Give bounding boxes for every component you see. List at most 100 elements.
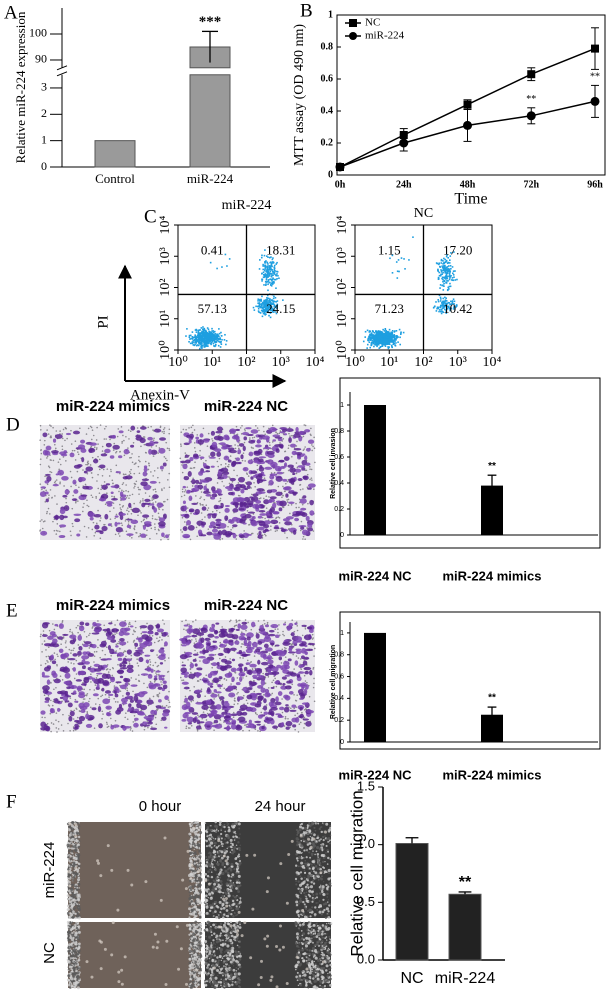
pore — [50, 459, 52, 461]
pore — [129, 622, 131, 624]
cell-texture — [320, 838, 322, 840]
cell — [249, 720, 252, 724]
pore — [235, 448, 237, 450]
pore — [149, 698, 151, 700]
cell-texture — [77, 878, 80, 881]
cell-texture — [325, 917, 327, 919]
cell — [132, 508, 140, 513]
cell-texture — [228, 890, 230, 892]
cell — [282, 429, 287, 432]
pore — [159, 636, 161, 638]
pore — [119, 535, 121, 537]
pore — [39, 483, 41, 485]
cell — [157, 628, 164, 632]
cell — [107, 504, 113, 507]
pore — [150, 664, 152, 666]
cell-texture — [78, 852, 80, 854]
pore — [304, 675, 306, 677]
pore — [110, 518, 112, 520]
cell — [184, 624, 189, 626]
cell — [101, 526, 107, 531]
pore — [299, 484, 301, 486]
pore — [161, 431, 163, 433]
cell — [240, 454, 243, 459]
pore — [150, 681, 152, 683]
cell-texture — [70, 881, 71, 882]
cell — [240, 633, 245, 636]
pore — [195, 640, 197, 642]
cell — [259, 467, 265, 472]
cell — [305, 649, 313, 652]
pore — [40, 464, 42, 466]
cell — [249, 724, 255, 729]
pore — [123, 491, 125, 493]
pore — [276, 530, 278, 532]
cell — [255, 444, 262, 447]
pore — [71, 443, 73, 445]
cell-texture — [295, 880, 297, 882]
pore — [57, 530, 59, 532]
cell — [184, 505, 187, 511]
cell — [127, 649, 132, 654]
cell — [102, 680, 109, 685]
pore — [297, 713, 299, 715]
cell — [209, 713, 212, 718]
cell-texture — [318, 839, 320, 841]
cell-texture — [194, 896, 196, 898]
pore — [253, 482, 255, 484]
pore — [121, 441, 123, 443]
cell — [230, 648, 237, 651]
floating-cell — [164, 837, 167, 840]
cell — [145, 636, 153, 641]
pore — [87, 462, 89, 464]
pore — [89, 698, 91, 700]
pore — [120, 507, 122, 509]
pore — [242, 677, 244, 679]
cell — [111, 492, 114, 495]
cell-texture — [327, 910, 329, 912]
pore — [41, 651, 43, 653]
pore — [243, 452, 245, 454]
cell-texture — [295, 865, 297, 867]
cell — [162, 712, 169, 717]
cell — [94, 525, 99, 530]
cell — [164, 695, 169, 700]
pore — [68, 715, 70, 717]
pore — [258, 430, 260, 432]
cell-texture — [219, 871, 222, 874]
cell — [297, 456, 301, 460]
cell — [150, 481, 157, 484]
cell — [88, 653, 94, 657]
cell-texture — [308, 851, 310, 853]
cell — [183, 486, 186, 489]
cell — [143, 525, 146, 530]
pore — [213, 729, 215, 731]
cell — [286, 721, 293, 726]
pore — [284, 490, 286, 492]
cell — [107, 636, 114, 640]
cell — [188, 625, 192, 628]
cell-texture — [215, 831, 216, 832]
cell — [214, 689, 217, 693]
pore — [149, 659, 151, 661]
cell — [214, 724, 222, 729]
pore — [114, 685, 116, 687]
pore — [148, 506, 150, 508]
pore — [302, 488, 304, 490]
cell-texture — [222, 916, 224, 918]
pore — [188, 623, 190, 625]
pore — [40, 425, 42, 427]
cell-texture — [206, 886, 207, 887]
floating-cell — [116, 909, 119, 912]
cell-texture — [305, 840, 306, 841]
pore — [89, 633, 91, 635]
cell-texture — [205, 840, 207, 842]
pore — [154, 488, 156, 490]
cell — [243, 467, 249, 471]
cell-texture — [313, 827, 315, 829]
pore — [112, 668, 114, 670]
cell — [120, 676, 123, 679]
pore — [295, 503, 297, 505]
cell-texture — [223, 826, 225, 828]
